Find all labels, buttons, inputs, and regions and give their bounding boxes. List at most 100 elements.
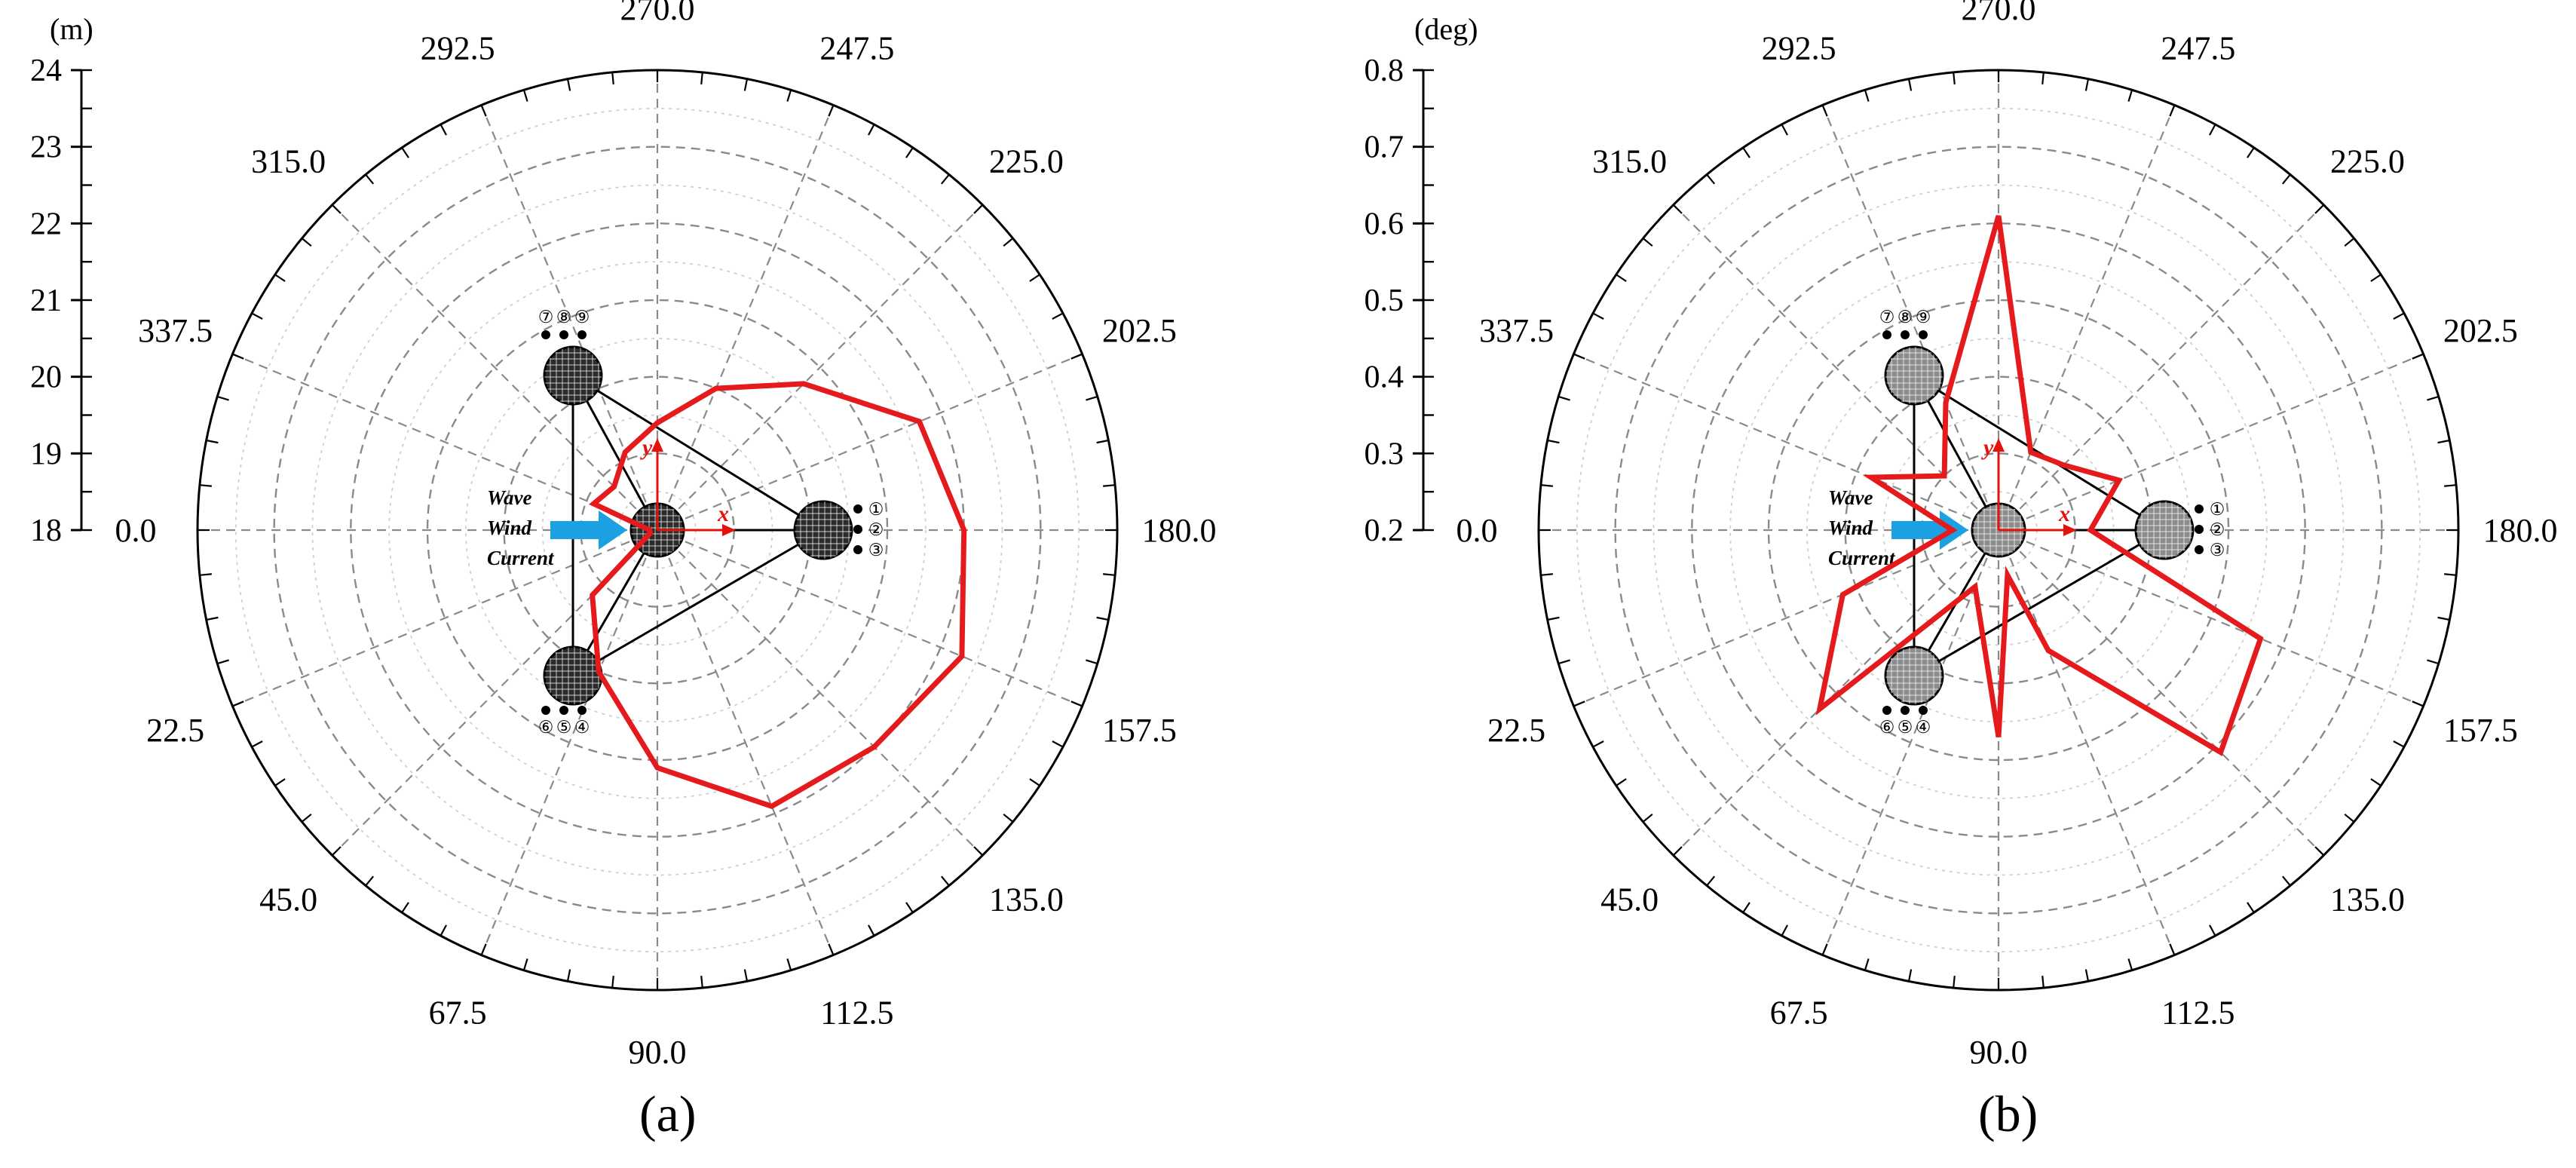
outer-tick (700, 72, 703, 84)
mooring-dot (2195, 545, 2204, 554)
radial-tick-label: 0.3 (1365, 437, 1404, 471)
outer-tick (274, 778, 286, 786)
grid-ring (388, 261, 927, 799)
outer-tick (743, 969, 749, 982)
outer-tick (365, 875, 375, 887)
outer-tick (2281, 875, 2291, 887)
outer-tick (566, 78, 571, 91)
outer-tick (1086, 395, 1098, 401)
mooring-dot (559, 330, 568, 339)
outer-tick (1742, 902, 1751, 913)
direction-label: 45.0 (259, 881, 317, 918)
outer-tick (2427, 395, 2440, 401)
outer-tick (1573, 353, 1585, 360)
mooring-line-number: ① (868, 500, 884, 519)
mooring-line-number: ⑨ (574, 308, 590, 326)
grid-spoke (657, 204, 984, 531)
mooring-line-number: ④ (1916, 718, 1931, 737)
outer-tick (1558, 659, 1570, 665)
outer-tick (1003, 238, 1014, 247)
mooring-dot (1919, 330, 1928, 339)
outer-tick (611, 976, 614, 989)
environment-direction-arrow (550, 510, 627, 550)
direction-label: 292.5 (1762, 30, 1836, 67)
outer-tick (2444, 484, 2457, 487)
outer-tick (1672, 204, 1683, 214)
outer-tick (828, 105, 835, 117)
outer-tick (2427, 659, 2440, 665)
panel-a-direction-labels: 0.0 22.5 45.0 67.5 90.0 112.5 135.0 157.5 180.0 2… (115, 0, 1217, 1071)
grid-spoke (657, 529, 984, 857)
column-circle (793, 500, 853, 560)
mooring-dot (853, 545, 862, 554)
outer-tick (1103, 484, 1116, 487)
outer-tick (868, 124, 875, 136)
mooring-dot (541, 330, 550, 339)
outer-tick (1540, 573, 1553, 576)
direction-label: 247.5 (2161, 30, 2235, 67)
direction-label: 0.0 (115, 512, 157, 549)
direction-label: 90.0 (1970, 1034, 2028, 1071)
outer-tick (2169, 943, 2176, 955)
mooring-line-number: ⑦ (538, 308, 554, 326)
outer-tick (2393, 740, 2405, 748)
outer-tick (1706, 875, 1716, 887)
outer-tick (1953, 976, 1956, 989)
panel-b-label: (b) (1978, 1085, 2038, 1142)
outer-tick (1071, 353, 1083, 360)
outer-tick (1096, 439, 1109, 444)
grid-spoke (1998, 529, 2424, 707)
mooring-dot (1882, 706, 1891, 715)
environment-legend-wave: Wave (487, 486, 531, 509)
mooring-line-number: ⑤ (1898, 718, 1913, 737)
outer-tick (2314, 846, 2325, 857)
panel-a-radial-scale: 18 19 20 21 22 23 24 (30, 54, 92, 548)
outer-tick (1071, 700, 1083, 707)
outer-tick (2314, 204, 2325, 214)
direction-label: 292.5 (421, 30, 495, 67)
outer-tick (1742, 147, 1751, 158)
outer-tick (2437, 439, 2450, 444)
grid-ring (234, 107, 1080, 953)
direction-label: 225.0 (989, 143, 1064, 180)
panel-a-platform-schematic: ①② ③ ⑥ ⑤ ④ ⑦ ⑧ ⑨ Wave Wind Current x y (487, 308, 884, 737)
outer-tick (786, 89, 792, 102)
grid-ring (311, 184, 1003, 876)
outer-tick (480, 943, 487, 955)
outer-tick (1096, 616, 1109, 621)
panel-b-direction-labels: 0.0 22.5 45.0 67.5 90.0 112.5 135.0 157.5 180.0 2… (1456, 0, 2558, 1071)
radial-tick-label: 0.2 (1365, 513, 1404, 548)
outer-tick (2247, 147, 2255, 158)
mooring-line-number: ② (2210, 520, 2225, 539)
outer-tick (2412, 700, 2424, 707)
outer-tick (2344, 813, 2355, 823)
grid-spoke (656, 105, 835, 531)
x-axis-arrowhead (722, 524, 736, 536)
mooring-line-number: ③ (868, 541, 884, 559)
outer-tick (2042, 72, 2045, 84)
outer-tick (2412, 353, 2424, 360)
column-circle (1884, 345, 1944, 406)
outer-tick (1052, 312, 1064, 320)
panel-b-unit-label: (deg) (1414, 12, 1478, 46)
direction-label: 135.0 (2330, 881, 2405, 918)
outer-tick (1540, 484, 1553, 487)
outer-tick (973, 204, 984, 214)
direction-label: 270.0 (620, 0, 695, 27)
direction-label: 22.5 (146, 712, 204, 749)
direction-label: 315.0 (1592, 143, 1667, 180)
environment-direction-arrow (1891, 510, 1968, 550)
x-axis-arrowhead (2063, 524, 2077, 536)
outer-tick (1029, 778, 1040, 786)
outer-tick (522, 89, 528, 102)
grid-spoke (1821, 529, 2000, 955)
mooring-dot (853, 525, 862, 534)
direction-label: 0.0 (1456, 512, 1498, 549)
panel-a-polar-chart: 0.0 22.5 45.0 67.5 90.0 112.5 135.0 157.5 180.0 2… (30, 0, 1217, 1142)
outer-tick (1821, 943, 1828, 955)
mooring-dot (2195, 525, 2204, 534)
outer-tick (2444, 573, 2457, 576)
outer-tick (1672, 846, 1683, 857)
mooring-line-number: ③ (2210, 541, 2225, 559)
radial-tick-label: 18 (30, 513, 62, 548)
